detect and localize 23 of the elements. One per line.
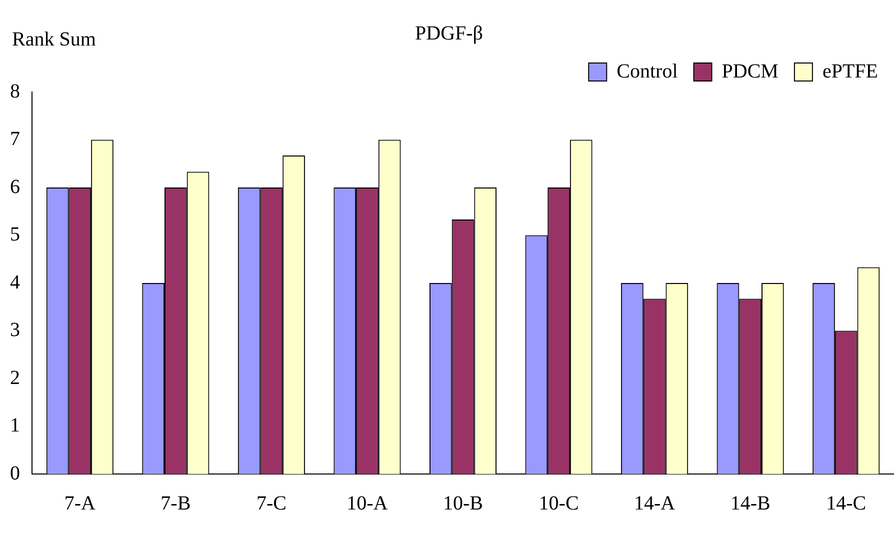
- chart-title: PDGF-β: [415, 22, 483, 44]
- y-tick-label: 0: [10, 462, 20, 484]
- y-tick-label: 1: [10, 414, 20, 436]
- legend-label: Control: [616, 60, 678, 82]
- x-tick-label: 7-A: [64, 492, 96, 514]
- x-tick-label: 7-C: [256, 492, 286, 514]
- x-tick-label: 10-C: [538, 492, 579, 514]
- legend-label: ePTFE: [822, 60, 878, 82]
- y-tick-label: 6: [10, 176, 20, 198]
- x-tick-label: 14-A: [634, 492, 676, 514]
- y-tick-label: 2: [10, 366, 20, 389]
- y-tick-label: 3: [10, 319, 20, 341]
- y-tick-label: 5: [10, 224, 20, 246]
- x-tick-label: 10-B: [443, 492, 483, 514]
- x-tick-label: 10-A: [346, 492, 388, 514]
- legend-label: PDCM: [722, 60, 779, 82]
- x-tick-label: 14-B: [730, 492, 770, 514]
- y-tick-label: 4: [10, 271, 20, 294]
- y-tick-label: 7: [10, 128, 20, 150]
- y-axis-title: Rank Sum: [12, 28, 96, 50]
- x-tick-label: 14-C: [826, 492, 866, 514]
- y-tick-label: 8: [10, 80, 20, 102]
- x-tick-label: 7-B: [160, 492, 191, 514]
